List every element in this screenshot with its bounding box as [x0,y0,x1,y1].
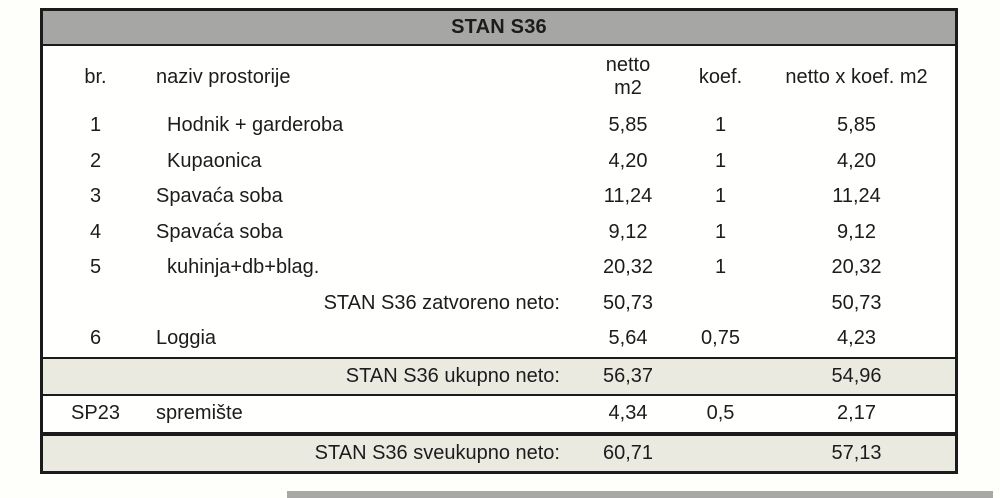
cell-result: 5,85 [837,114,876,137]
cell-result: 20,32 [831,256,882,279]
cell-koef: 1 [714,256,727,279]
column-header-row: br. naziv prostorije netto m2 koef. nett… [43,46,955,108]
table-row-2: 3 Spavaća soba 11,24 1 11,24 [43,179,955,215]
table-title: STAN S36 [43,11,955,46]
column-header-netto-line2: m2 [614,77,642,99]
subtotal-label: STAN S36 ukupno neto: [345,364,560,387]
cell-netto: 56,37 [602,364,654,387]
cell-result: 50,73 [831,291,882,314]
cell-koef: 1 [714,114,727,137]
table-rows: 1 Hodnik + garderoba 5,85 1 5,85 2 Kupaonica 4,… [43,108,955,471]
cell-result: 4,23 [837,327,876,350]
cell-netto: 9,12 [608,220,648,243]
column-header-br: br. [84,65,107,88]
cell-br: 6 [89,327,102,350]
cell-naziv: spremište [156,402,243,425]
cell-netto: 20,32 [602,256,654,279]
cell-result: 9,12 [837,220,876,243]
table-row-4: 5 kuhinja+db+blag. 20,32 1 20,32 [43,250,955,286]
cell-koef: 1 [714,220,727,243]
table-row-6: 6 Loggia 5,64 0,75 4,23 [43,321,955,357]
cell-result: 11,24 [832,185,881,208]
cell-br: SP23 [71,402,120,425]
cell-naziv: Hodnik + garderoba [167,114,344,137]
cell-naziv: Loggia [156,327,217,350]
subtotal-label: STAN S36 zatvoreno neto: [323,291,560,314]
cell-koef: 0,75 [701,327,740,350]
cell-netto: 11,24 [603,185,653,208]
cell-netto: 60,71 [602,441,654,464]
bottom-gray-strip [287,491,993,498]
cell-br: 2 [89,149,102,172]
cell-netto: 5,64 [608,327,648,350]
cell-netto: 5,85 [608,114,648,137]
column-header-result: netto x koef. m2 [785,65,928,88]
cell-br: 3 [89,185,102,208]
cell-br: 1 [89,114,102,137]
cell-naziv: kuhinja+db+blag. [167,256,320,279]
cell-result: 54,96 [831,364,882,387]
cell-result: 4,20 [837,149,876,172]
column-header-naziv: naziv prostorije [156,65,291,88]
subtotal-label: STAN S36 sveukupno neto: [314,441,560,464]
column-header-netto-line1: netto [605,54,651,76]
table-row-0: 1 Hodnik + garderoba 5,85 1 5,85 [43,108,955,144]
subtotal-row-9: STAN S36 sveukupno neto: 60,71 57,13 [43,431,955,471]
cell-koef: 1 [714,185,727,208]
subtotal-row-7: STAN S36 ukupno neto: 56,37 54,96 [43,356,955,396]
cell-netto: 4,20 [608,149,648,172]
table-row-1: 2 Kupaonica 4,20 1 4,20 [43,144,955,180]
cell-netto: 4,34 [608,402,648,425]
cell-br: 5 [89,256,102,279]
cell-br: 4 [89,220,102,243]
column-header-koef: koef. [698,65,743,88]
table-row-3: 4 Spavaća soba 9,12 1 9,12 [43,215,955,251]
column-header-netto: netto m2 [573,54,683,100]
subtotal-row-5: STAN S36 zatvoreno neto: 50,73 50,73 [43,286,955,322]
cell-koef: 1 [714,149,727,172]
cell-result: 57,13 [831,441,882,464]
cell-naziv: Kupaonica [167,149,262,172]
cell-naziv: Spavaća soba [156,185,283,208]
cell-naziv: Spavaća soba [156,220,283,243]
cell-koef: 0,5 [706,402,735,425]
cell-netto: 50,73 [602,291,654,314]
area-table: STAN S36 br. naziv prostorije netto m2 k… [40,8,958,474]
table-row-8: SP23 spremište 4,34 0,5 2,17 [43,396,955,432]
cell-result: 2,17 [837,402,876,425]
